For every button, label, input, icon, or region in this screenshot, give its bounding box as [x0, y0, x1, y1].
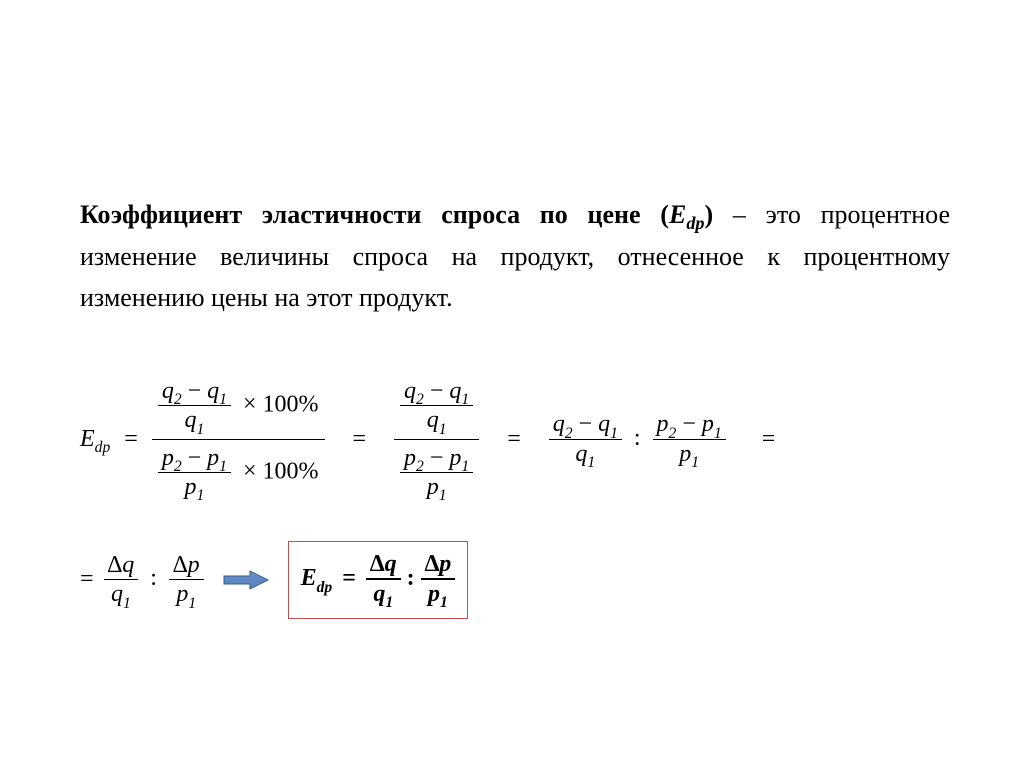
- delta-ratio: ∆q q1 : ∆p p1: [104, 551, 204, 609]
- equals-3: =: [479, 426, 549, 453]
- ratio-step3: q2 − q1 q1 : p2 − p1 p1: [549, 410, 726, 468]
- boxed-formula: Edp = ∆q q1 : ∆p p1: [288, 541, 469, 620]
- equation-row-1: Edp = q2 − q1 q1 ×100% p2 − p1 p1 ×100%: [80, 373, 950, 506]
- equals-2: =: [325, 426, 395, 453]
- definition-dash: –: [713, 200, 765, 229]
- frac-step2: q2 − q1 q1 p2 − p1 p1: [394, 373, 479, 506]
- equals-1: =: [110, 426, 152, 453]
- definition-paragraph: Коэффициент эластичности спроса по цене …: [80, 195, 950, 318]
- equals-4: =: [726, 426, 776, 453]
- arrow-icon: [222, 569, 270, 591]
- frac-step1: q2 − q1 q1 ×100% p2 − p1 p1 ×100%: [152, 373, 325, 506]
- equation-row-2: = ∆q q1 : ∆p p1: [80, 541, 950, 620]
- definition-lead: Коэффициент эластичности спроса по цене …: [80, 200, 713, 229]
- equals-5: =: [80, 566, 104, 593]
- lhs-E: Edp: [80, 426, 110, 453]
